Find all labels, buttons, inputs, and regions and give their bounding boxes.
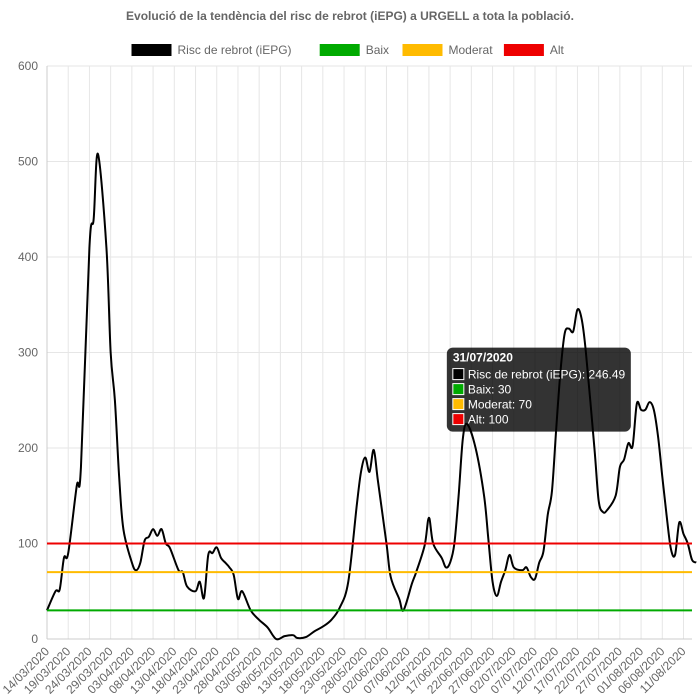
y-tick-label: 600 <box>18 59 38 73</box>
series-line-risc-de-rebrot <box>46 152 697 641</box>
y-tick-label: 300 <box>18 346 38 360</box>
tooltip-item: Moderat: 70 <box>468 398 532 412</box>
tooltip-item: Alt: 100 <box>468 413 509 427</box>
y-tick-label: 400 <box>18 250 38 264</box>
legend-label: Alt <box>550 43 565 57</box>
tooltip-title: 31/07/2020 <box>453 351 513 365</box>
chart-legend[interactable]: Risc de rebrot (iEPG) Baix Moderat Alt <box>131 43 565 57</box>
tooltip-swatch <box>452 368 465 381</box>
tooltip-swatch <box>452 398 465 411</box>
legend-item[interactable]: Alt <box>503 43 565 57</box>
legend-swatch <box>402 44 443 56</box>
legend-item[interactable]: Risc de rebrot (iEPG) <box>131 43 292 57</box>
y-tick-label: 500 <box>18 155 38 169</box>
tooltip-swatch <box>452 383 465 396</box>
y-tick-label: 0 <box>31 632 38 646</box>
tooltip-item: Baix: 30 <box>468 383 512 397</box>
legend-item[interactable]: Moderat <box>402 43 494 57</box>
series-layer <box>46 152 697 641</box>
tooltip-box <box>446 347 631 432</box>
legend-swatch <box>131 44 172 56</box>
tooltip: 31/07/2020 Risc de rebrot (iEPG): 246.49B… <box>446 347 631 432</box>
legend-item[interactable]: Baix <box>319 43 389 57</box>
chart-title: Evolució de la tendència del risc de reb… <box>126 9 574 23</box>
tooltip-item: Risc de rebrot (iEPG): 246.49 <box>468 368 626 382</box>
legend-label: Moderat <box>449 43 494 57</box>
legend-label: Risc de rebrot (iEPG) <box>178 43 292 57</box>
legend-swatch <box>319 44 360 56</box>
legend-swatch <box>503 44 544 56</box>
y-tick-label: 100 <box>18 537 38 551</box>
y-tick-label: 200 <box>18 441 38 455</box>
tooltip-swatch <box>452 413 465 426</box>
legend-label: Baix <box>366 43 389 57</box>
